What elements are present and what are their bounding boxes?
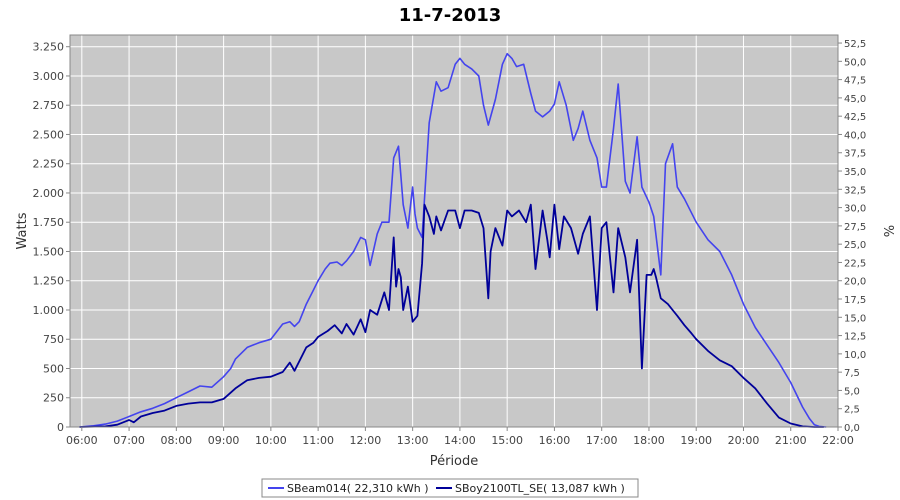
y2-tick-label: 2,5 (844, 405, 860, 416)
y-tick-label: 1.000 (33, 304, 65, 317)
y-tick-label: 1.500 (33, 245, 65, 258)
x-tick-label: 22:00 (822, 434, 854, 447)
y2-tick-label: 50,0 (844, 57, 866, 68)
y2-tick-label: 22,5 (844, 258, 866, 269)
plot-area (70, 35, 838, 427)
y2-tick-label: 10,0 (844, 350, 866, 361)
y-tick-label: 750 (43, 333, 64, 346)
x-tick-label: 20:00 (728, 434, 760, 447)
x-tick-label: 17:00 (586, 434, 618, 447)
x-tick-label: 21:00 (775, 434, 807, 447)
y2-tick-label: 47,5 (844, 76, 866, 87)
series-line-sboy2100tl (79, 203, 824, 428)
series-group (79, 52, 827, 428)
legend: SBeam014( 22,310 kWh ) SBoy2100TL_SE( 13… (261, 478, 639, 498)
y-tick-label: 2.250 (33, 158, 65, 171)
y2-tick-label: 45,0 (844, 94, 866, 105)
y2-tick-label: 15,0 (844, 313, 866, 324)
y-tick-label: 2.500 (33, 128, 65, 141)
y-tick-label: 2.750 (33, 99, 65, 112)
y2-tick-label: 17,5 (844, 295, 866, 306)
x-tick-label: 19:00 (680, 434, 712, 447)
y2-tick-label: 20,0 (844, 277, 866, 288)
y-tick-label: 500 (43, 362, 64, 375)
plot-border (69, 34, 839, 428)
y-tick-label: 250 (43, 392, 64, 405)
y-tick-label: 0 (57, 421, 64, 434)
y2-tick-label: 40,0 (844, 130, 866, 141)
y-tick-label: 1.250 (33, 275, 65, 288)
y-tick-label: 1.750 (33, 216, 65, 229)
x-axis-title: Période (430, 454, 479, 469)
x-tick-label: 13:00 (397, 434, 429, 447)
y2-tick-label: 5,0 (844, 386, 860, 397)
legend-label-sboy2100tl: SBoy2100TL_SE( 13,087 kWh ) (455, 482, 625, 495)
x-tick-label: 16:00 (539, 434, 571, 447)
grid-lines (70, 35, 839, 428)
y-tick-label: 2.000 (33, 187, 65, 200)
y2-tick-label: 52,5 (844, 39, 866, 50)
x-tick-label: 09:00 (208, 434, 240, 447)
legend-label-sbeam014: SBeam014( 22,310 kWh ) (287, 482, 429, 495)
x-axis: 06:00 07:00 08:00 09:00 10:00 11:00 12:00 13:00… (66, 427, 854, 447)
y2-tick-label: 42,5 (844, 112, 866, 123)
x-tick-label: 18:00 (633, 434, 665, 447)
y2-axis-title: % (880, 225, 895, 237)
y2-tick-label: 0,0 (844, 423, 860, 434)
y-axis-right: 0,0 2,5 5,0 7,5 10,0 12,5 15,0 17,5 20,0 22,5 25,0… (838, 39, 866, 434)
y-axis-left: 0 250 500 750 1.000 1.250 1.500 1.750 2.000 2.250… (33, 41, 70, 434)
x-tick-label: 07:00 (113, 434, 145, 447)
y-axis-title: Watts (15, 212, 30, 249)
y2-tick-label: 25,0 (844, 240, 866, 251)
x-tick-label: 11:00 (302, 434, 334, 447)
y2-tick-label: 37,5 (844, 149, 866, 160)
y2-tick-label: 27,5 (844, 222, 866, 233)
y2-tick-label: 7,5 (844, 368, 860, 379)
y-tick-label: 3.000 (33, 70, 65, 83)
x-tick-label: 08:00 (160, 434, 192, 447)
y2-tick-label: 32,5 (844, 185, 866, 196)
x-tick-label: 15:00 (491, 434, 523, 447)
x-tick-label: 06:00 (66, 434, 98, 447)
x-tick-label: 14:00 (444, 434, 476, 447)
y-tick-label: 3.250 (33, 41, 65, 54)
y2-tick-label: 30,0 (844, 204, 866, 215)
y2-tick-label: 12,5 (844, 332, 866, 343)
y2-tick-label: 35,0 (844, 167, 866, 178)
chart-title: 11-7-2013 (399, 5, 502, 26)
x-tick-label: 10:00 (255, 434, 287, 447)
series-line-sbeam014 (79, 52, 827, 428)
x-tick-label: 12:00 (350, 434, 382, 447)
